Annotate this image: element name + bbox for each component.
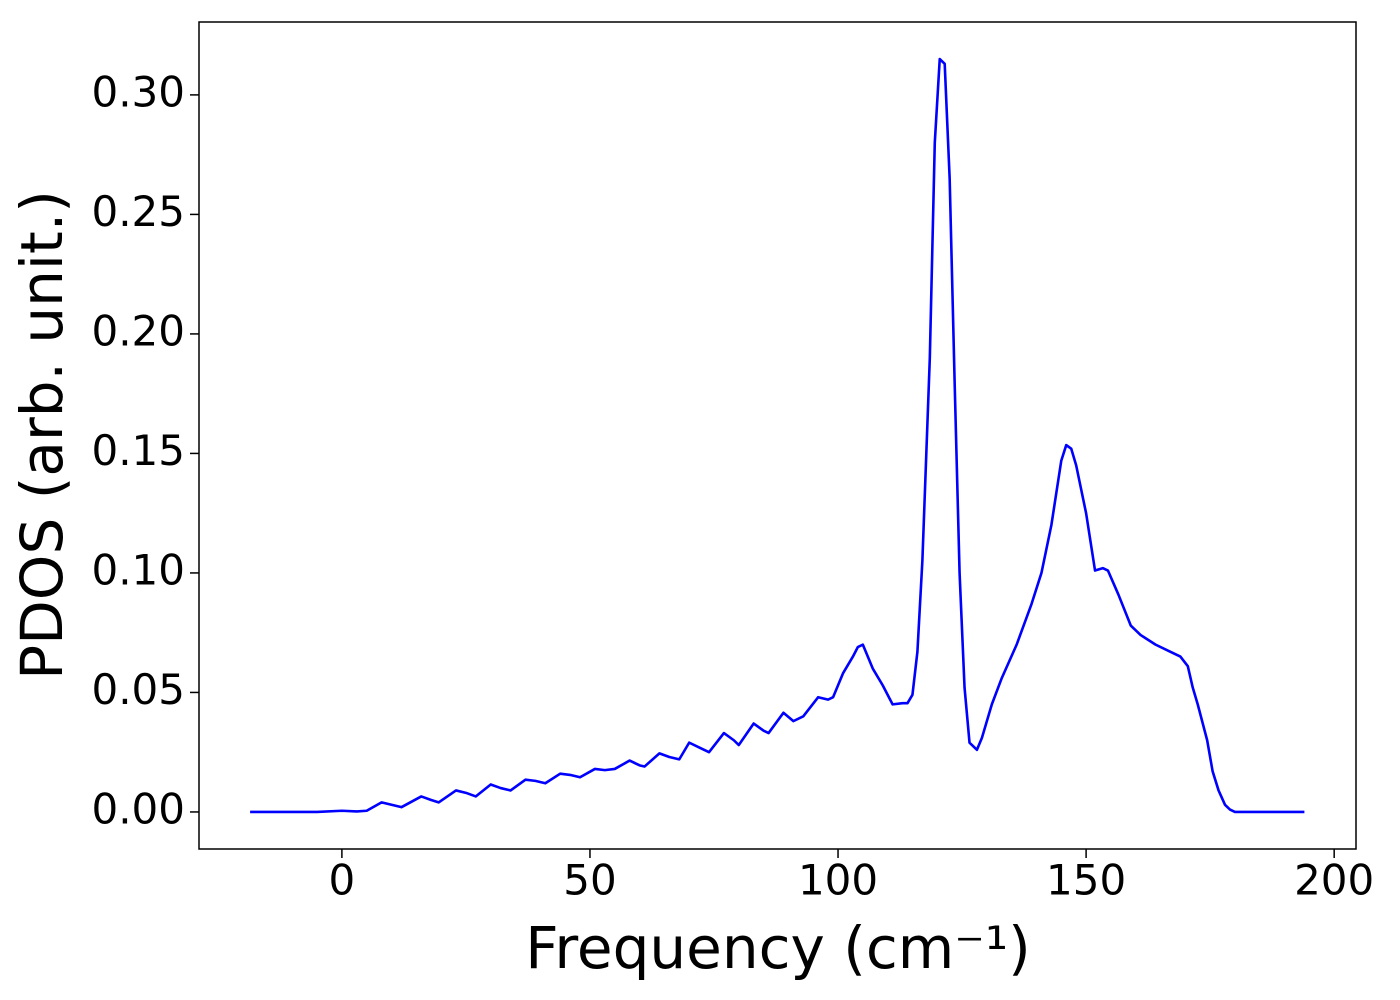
y-tick-label: 0.05 bbox=[91, 665, 185, 714]
plot-frame bbox=[198, 21, 1357, 850]
data-line bbox=[250, 57, 1305, 814]
x-tick-label: 50 bbox=[563, 856, 616, 905]
y-tick-label: 0.30 bbox=[91, 67, 185, 116]
x-tick-label: 0 bbox=[329, 856, 356, 905]
x-tick-label: 200 bbox=[1294, 856, 1374, 905]
y-axis-label: PDOS (arb. unit.) bbox=[8, 190, 76, 680]
y-tick-label: 0.25 bbox=[91, 187, 185, 236]
x-axis-label: Frequency (cm⁻¹) bbox=[525, 914, 1031, 982]
y-tick-label: 0.00 bbox=[91, 784, 185, 833]
y-tick-label: 0.10 bbox=[91, 545, 185, 594]
y-tick-label: 0.15 bbox=[91, 426, 185, 475]
x-tick-label: 150 bbox=[1046, 856, 1126, 905]
y-tick-label: 0.20 bbox=[91, 306, 185, 355]
x-tick-label: 100 bbox=[798, 856, 878, 905]
